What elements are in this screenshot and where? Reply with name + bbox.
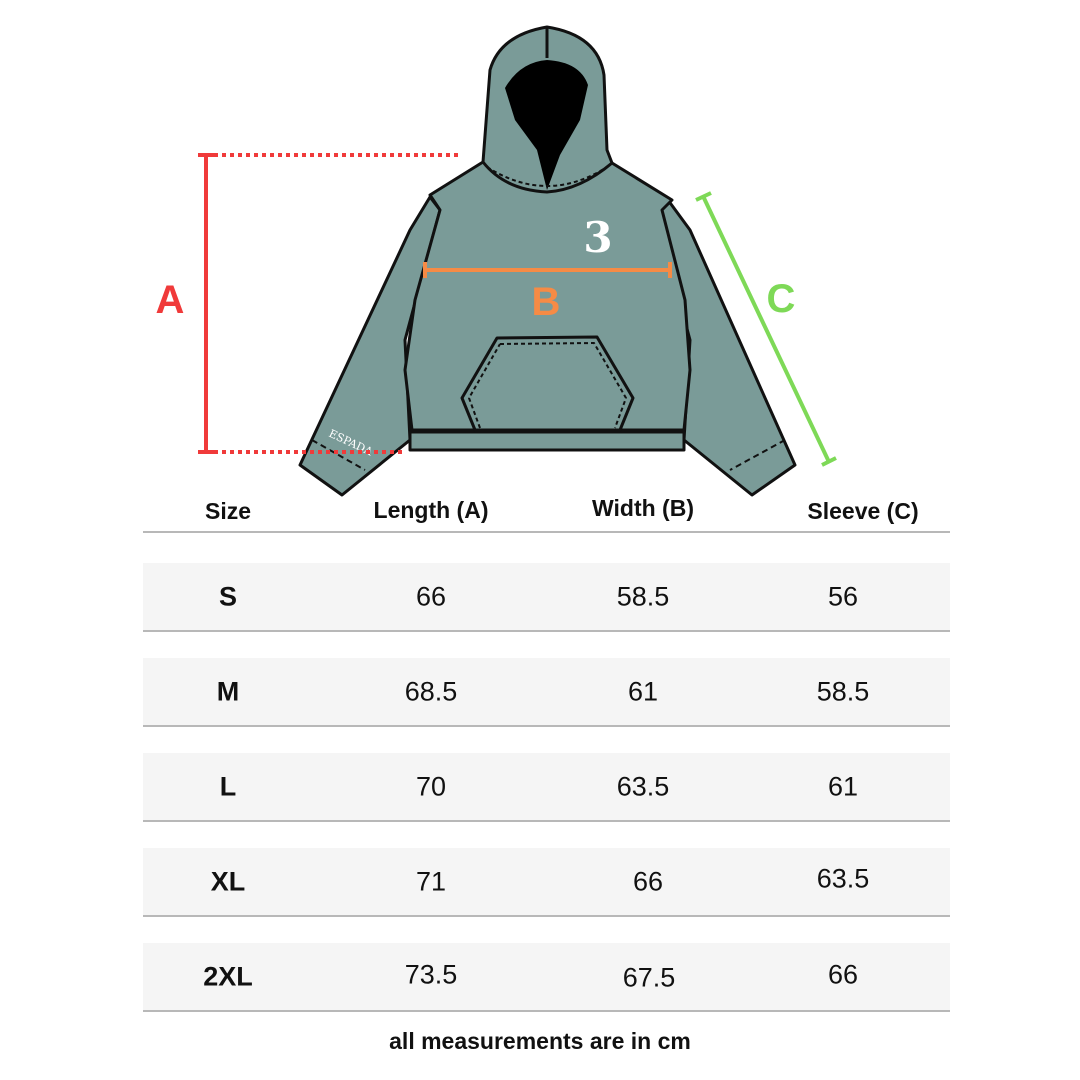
size-cell: M — [216, 676, 240, 706]
kangaroo-pocket — [460, 335, 635, 432]
sleeve-cell: 58.5 — [816, 676, 870, 706]
size-cell: XL — [210, 866, 246, 896]
measurement-c — [695, 191, 837, 467]
sleeve-cell: 63.5 — [816, 863, 870, 893]
label-b: B — [532, 280, 561, 324]
sleeve-cell: 66 — [827, 959, 859, 989]
width-cell: 63.5 — [616, 771, 670, 801]
length-cell: 71 — [415, 866, 447, 896]
width-cell: 67.5 — [622, 962, 676, 992]
hoodie-body — [403, 160, 692, 432]
chest-logo: 3 — [583, 213, 612, 262]
sleeve-cell: 56 — [827, 581, 859, 611]
waistband — [408, 430, 686, 452]
length-cell: 66 — [415, 581, 447, 611]
table-row: S 66 58.5 56 — [143, 563, 950, 632]
hood-opening — [505, 60, 588, 190]
length-cell: 73.5 — [404, 959, 458, 989]
label-a: A — [156, 278, 185, 322]
header-width: Width (B) — [592, 495, 694, 521]
table-row: M 68.5 61 58.5 — [143, 658, 950, 727]
table-row: 2XL 73.5 67.5 66 — [143, 943, 950, 1012]
measurement-b — [423, 262, 672, 278]
length-cell: 68.5 — [404, 676, 458, 706]
label-c: C — [767, 277, 796, 321]
header-divider — [143, 531, 950, 533]
size-cell: 2XL — [203, 961, 253, 991]
sleeve-cell: 61 — [827, 771, 859, 801]
header-sleeve: Sleeve (C) — [807, 498, 919, 524]
table-row: L 70 63.5 61 — [143, 753, 950, 822]
header-size: Size — [204, 498, 252, 524]
hoodie-diagram: 3 ESPADA A B C — [156, 25, 837, 497]
width-cell: 58.5 — [616, 581, 670, 611]
width-cell: 61 — [627, 676, 659, 706]
size-cell: S — [218, 581, 238, 611]
hoodie-illustration: 3 ESPADA — [298, 25, 797, 497]
length-cell: 70 — [415, 771, 447, 801]
size-cell: L — [219, 771, 237, 801]
table-row: XL 71 66 63.5 — [143, 848, 950, 917]
units-note: all measurements are in cm — [389, 1028, 691, 1054]
width-cell: 66 — [632, 866, 664, 896]
header-length: Length (A) — [373, 497, 489, 523]
measurement-a — [198, 153, 460, 454]
